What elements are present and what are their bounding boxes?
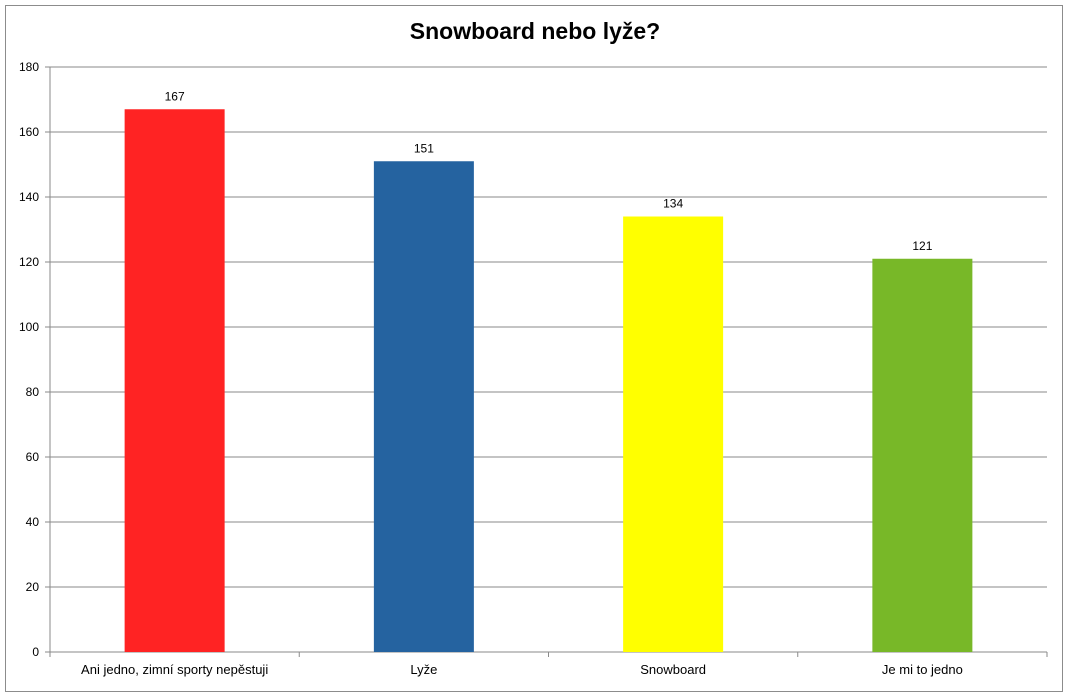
- data-label: 151: [414, 141, 434, 155]
- data-label: 121: [912, 239, 932, 253]
- bar: [124, 109, 225, 652]
- data-label: 134: [663, 197, 683, 211]
- bar: [373, 161, 474, 652]
- y-tick-label: 100: [19, 320, 39, 334]
- x-tick-label: Je mi to jedno: [882, 662, 963, 677]
- y-tick-label: 160: [19, 125, 39, 139]
- x-tick-label: Ani jedno, zimní sporty nepěstuji: [81, 662, 268, 677]
- y-tick-label: 180: [19, 60, 39, 74]
- y-tick-label: 20: [26, 580, 40, 594]
- y-tick-label: 140: [19, 190, 39, 204]
- y-tick-label: 80: [26, 385, 40, 399]
- y-tick-label: 60: [26, 450, 40, 464]
- y-tick-label: 40: [26, 515, 40, 529]
- x-tick-label: Snowboard: [640, 662, 706, 677]
- chart-title: Snowboard nebo lyže?: [409, 18, 661, 44]
- bar: [872, 258, 973, 652]
- x-tick-label: Lyže: [410, 662, 437, 677]
- bar: [623, 216, 724, 652]
- y-tick-label: 120: [19, 255, 39, 269]
- data-label: 167: [165, 89, 185, 103]
- y-tick-label: 0: [32, 645, 39, 659]
